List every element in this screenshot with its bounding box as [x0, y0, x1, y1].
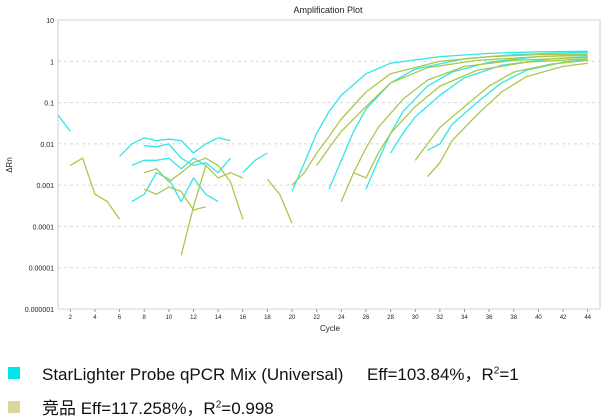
x-tick-label: 38 [510, 315, 517, 321]
x-tick-label: 10 [166, 315, 173, 321]
legend-label-competitor: 竞品 Eff=117.258%，R2=0.998 [42, 399, 274, 418]
series-line-starlighter [390, 55, 588, 154]
legend-item-competitor: 竞品 Eff=117.258%，R2=0.998 [8, 394, 274, 419]
y-tick-label: 0.00001 [29, 266, 54, 273]
x-tick-label: 20 [289, 315, 296, 321]
x-tick-label: 42 [560, 315, 567, 321]
x-tick-label: 24 [338, 315, 345, 321]
x-tick-label: 16 [239, 315, 246, 321]
plot-frame [57, 19, 601, 310]
x-tick-label: 2 [69, 315, 73, 321]
legend-label-starlighter: StarLighter Probe qPCR Mix (Universal) E… [42, 365, 519, 384]
x-tick-label: 18 [264, 315, 271, 321]
x-tick-label: 36 [486, 315, 493, 321]
y-tick-label: 0.000001 [25, 307, 54, 314]
x-tick-label: 34 [461, 315, 468, 321]
x-axis-label: Cycle [320, 324, 341, 333]
series-line-competitor [414, 59, 588, 161]
series-line-competitor [266, 178, 293, 224]
series-line-competitor [340, 56, 588, 202]
series-line-competitor [143, 186, 206, 211]
series-line-starlighter [144, 143, 231, 174]
series-line-starlighter [57, 114, 71, 132]
y-axis-label: ΔRn [5, 157, 14, 173]
series-line-competitor [291, 53, 588, 186]
x-tick-label: 40 [535, 315, 542, 321]
chart-title: Amplification Plot [293, 5, 363, 15]
series-line-competitor [143, 157, 244, 220]
series-line-starlighter [119, 137, 231, 157]
legend-swatch-competitor [8, 400, 20, 413]
x-tick-label: 44 [584, 315, 591, 321]
x-tick-label: 30 [412, 315, 419, 321]
series-line-starlighter [131, 157, 207, 170]
series-line-competitor [180, 164, 244, 256]
y-tick-label: 1 [50, 59, 54, 66]
x-tick-label: 4 [93, 315, 97, 321]
y-tick-label: 10 [46, 18, 54, 25]
series-line-starlighter [242, 152, 268, 174]
series-line-starlighter [131, 172, 219, 203]
series-line-competitor [353, 58, 588, 179]
series-line-starlighter [328, 51, 588, 190]
y-tick-label: 0.1 [44, 101, 54, 108]
x-tick-label: 26 [363, 315, 370, 321]
y-tick-label: 0.01 [40, 142, 54, 149]
series-line-competitor [427, 62, 588, 178]
x-tick-label: 6 [118, 315, 122, 321]
x-tick-label: 8 [143, 315, 147, 321]
y-tick-label: 0.001 [36, 183, 54, 190]
x-tick-label: 32 [437, 315, 444, 321]
x-tick-label: 12 [190, 315, 197, 321]
legend-swatch-starlighter [8, 366, 20, 379]
series-line-starlighter [365, 53, 588, 190]
amplification-plot: Amplification Plot ΔRn Cycle 10 1 0.1 0.01 0… [5, 5, 601, 333]
y-tick-label: 0.0001 [33, 224, 55, 231]
legend-item-starlighter: StarLighter Probe qPCR Mix (Universal) E… [8, 360, 519, 385]
series-line-competitor [69, 157, 121, 220]
x-tick-label: 14 [215, 315, 222, 321]
x-tick-label: 28 [387, 315, 394, 321]
series-line-starlighter [291, 50, 588, 192]
series-line-competitor [316, 54, 588, 166]
x-tick-label: 22 [313, 315, 320, 321]
